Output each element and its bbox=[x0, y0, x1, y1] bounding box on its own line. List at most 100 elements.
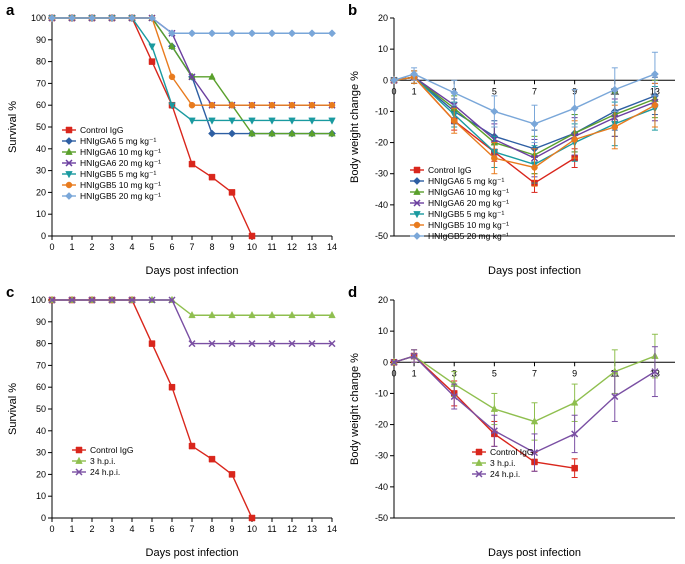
svg-text:Control IgG: Control IgG bbox=[80, 125, 123, 135]
svg-text:4: 4 bbox=[129, 524, 134, 534]
svg-text:HNIgGB5 20 mg kg⁻¹: HNIgGB5 20 mg kg⁻¹ bbox=[80, 191, 161, 201]
svg-text:-30: -30 bbox=[375, 451, 388, 461]
svg-text:12: 12 bbox=[287, 524, 297, 534]
svg-text:Days post infection: Days post infection bbox=[488, 265, 581, 277]
svg-text:50: 50 bbox=[36, 122, 46, 132]
panel-d-label: d bbox=[348, 284, 357, 301]
svg-text:100: 100 bbox=[31, 13, 46, 23]
svg-text:0: 0 bbox=[49, 242, 54, 252]
svg-text:1: 1 bbox=[412, 368, 417, 378]
svg-text:HNIgGB5 10 mg kg⁻¹: HNIgGB5 10 mg kg⁻¹ bbox=[428, 220, 509, 230]
svg-text:30: 30 bbox=[36, 448, 46, 458]
svg-text:11: 11 bbox=[267, 524, 276, 534]
svg-text:-40: -40 bbox=[375, 200, 388, 210]
svg-text:5: 5 bbox=[149, 524, 154, 534]
svg-text:HNIgGA6 20 mg kg⁻¹: HNIgGA6 20 mg kg⁻¹ bbox=[428, 198, 509, 208]
svg-text:2: 2 bbox=[89, 524, 94, 534]
panel-b-label: b bbox=[348, 2, 357, 19]
svg-text:7: 7 bbox=[532, 368, 537, 378]
chart-c: 0102030405060708090100012345678910111213… bbox=[0, 282, 342, 564]
svg-text:60: 60 bbox=[36, 382, 46, 392]
svg-text:24 h.p.i.: 24 h.p.i. bbox=[490, 469, 520, 479]
svg-text:0: 0 bbox=[41, 513, 46, 523]
svg-text:70: 70 bbox=[36, 78, 46, 88]
svg-text:40: 40 bbox=[36, 426, 46, 436]
panel-a-label: a bbox=[6, 2, 14, 19]
svg-text:6: 6 bbox=[169, 524, 174, 534]
chart-d: -50-40-30-20-10010200135791113Body weigh… bbox=[342, 282, 685, 564]
svg-text:Control IgG: Control IgG bbox=[428, 165, 471, 175]
svg-text:-10: -10 bbox=[375, 106, 388, 116]
svg-text:0: 0 bbox=[391, 368, 396, 378]
svg-text:9: 9 bbox=[572, 368, 577, 378]
panel-a: a 01020304050607080901000123456789101112… bbox=[0, 0, 342, 282]
svg-text:HNIgGB5 5 mg kg⁻¹: HNIgGB5 5 mg kg⁻¹ bbox=[80, 169, 156, 179]
svg-text:-20: -20 bbox=[375, 420, 388, 430]
svg-text:70: 70 bbox=[36, 360, 46, 370]
svg-text:2: 2 bbox=[89, 242, 94, 252]
svg-text:10: 10 bbox=[378, 326, 388, 336]
svg-text:60: 60 bbox=[36, 100, 46, 110]
svg-text:20: 20 bbox=[36, 469, 46, 479]
svg-text:12: 12 bbox=[287, 242, 297, 252]
svg-text:10: 10 bbox=[378, 44, 388, 54]
svg-text:5: 5 bbox=[149, 242, 154, 252]
svg-text:-50: -50 bbox=[375, 513, 388, 523]
svg-text:0: 0 bbox=[383, 357, 388, 367]
svg-text:20: 20 bbox=[36, 187, 46, 197]
panel-c-label: c bbox=[6, 284, 14, 301]
svg-text:10: 10 bbox=[247, 242, 257, 252]
svg-text:10: 10 bbox=[247, 524, 257, 534]
svg-text:0: 0 bbox=[391, 86, 396, 96]
svg-text:50: 50 bbox=[36, 404, 46, 414]
svg-text:5: 5 bbox=[492, 368, 497, 378]
svg-text:1: 1 bbox=[69, 242, 74, 252]
svg-text:9: 9 bbox=[229, 242, 234, 252]
svg-text:90: 90 bbox=[36, 317, 46, 327]
svg-text:Days post infection: Days post infection bbox=[146, 265, 239, 277]
svg-text:0: 0 bbox=[383, 75, 388, 85]
svg-text:3: 3 bbox=[109, 524, 114, 534]
svg-text:9: 9 bbox=[229, 524, 234, 534]
svg-text:90: 90 bbox=[36, 35, 46, 45]
svg-text:-50: -50 bbox=[375, 231, 388, 241]
svg-text:7: 7 bbox=[189, 524, 194, 534]
svg-text:Body weight change %: Body weight change % bbox=[349, 353, 361, 465]
svg-text:HNIgGA6 20 mg kg⁻¹: HNIgGA6 20 mg kg⁻¹ bbox=[80, 158, 161, 168]
svg-text:Days post infection: Days post infection bbox=[146, 547, 239, 559]
svg-text:HNIgGA6 5 mg kg⁻¹: HNIgGA6 5 mg kg⁻¹ bbox=[428, 176, 504, 186]
svg-text:7: 7 bbox=[189, 242, 194, 252]
svg-text:Control IgG: Control IgG bbox=[90, 445, 133, 455]
svg-text:3 h.p.i.: 3 h.p.i. bbox=[490, 458, 516, 468]
svg-text:HNIgGA6 5 mg kg⁻¹: HNIgGA6 5 mg kg⁻¹ bbox=[80, 136, 156, 146]
svg-text:-40: -40 bbox=[375, 482, 388, 492]
svg-text:-20: -20 bbox=[375, 138, 388, 148]
svg-text:4: 4 bbox=[129, 242, 134, 252]
svg-text:HNIgGB5 20 mg kg⁻¹: HNIgGB5 20 mg kg⁻¹ bbox=[428, 231, 509, 241]
svg-text:10: 10 bbox=[36, 209, 46, 219]
svg-text:-30: -30 bbox=[375, 169, 388, 179]
svg-text:-10: -10 bbox=[375, 388, 388, 398]
svg-text:14: 14 bbox=[327, 524, 337, 534]
svg-text:30: 30 bbox=[36, 166, 46, 176]
svg-text:0: 0 bbox=[49, 524, 54, 534]
svg-text:6: 6 bbox=[169, 242, 174, 252]
svg-text:HNIgGB5 5 mg kg⁻¹: HNIgGB5 5 mg kg⁻¹ bbox=[428, 209, 504, 219]
panel-d: d -50-40-30-20-10010200135791113Body wei… bbox=[342, 282, 685, 564]
svg-text:14: 14 bbox=[327, 242, 337, 252]
panel-c: c 01020304050607080901000123456789101112… bbox=[0, 282, 342, 564]
svg-text:20: 20 bbox=[378, 13, 388, 23]
figure-grid: a 01020304050607080901000123456789101112… bbox=[0, 0, 685, 564]
svg-text:80: 80 bbox=[36, 57, 46, 67]
svg-text:HNIgGA6 10 mg kg⁻¹: HNIgGA6 10 mg kg⁻¹ bbox=[428, 187, 509, 197]
svg-text:Days post infection: Days post infection bbox=[488, 547, 581, 559]
svg-text:5: 5 bbox=[492, 86, 497, 96]
svg-text:Control IgG: Control IgG bbox=[490, 447, 533, 457]
svg-text:HNIgGB5 10 mg kg⁻¹: HNIgGB5 10 mg kg⁻¹ bbox=[80, 180, 161, 190]
svg-text:8: 8 bbox=[209, 242, 214, 252]
svg-text:3 h.p.i.: 3 h.p.i. bbox=[90, 456, 116, 466]
svg-text:10: 10 bbox=[36, 491, 46, 501]
svg-text:13: 13 bbox=[307, 242, 317, 252]
svg-text:7: 7 bbox=[532, 86, 537, 96]
svg-text:40: 40 bbox=[36, 144, 46, 154]
